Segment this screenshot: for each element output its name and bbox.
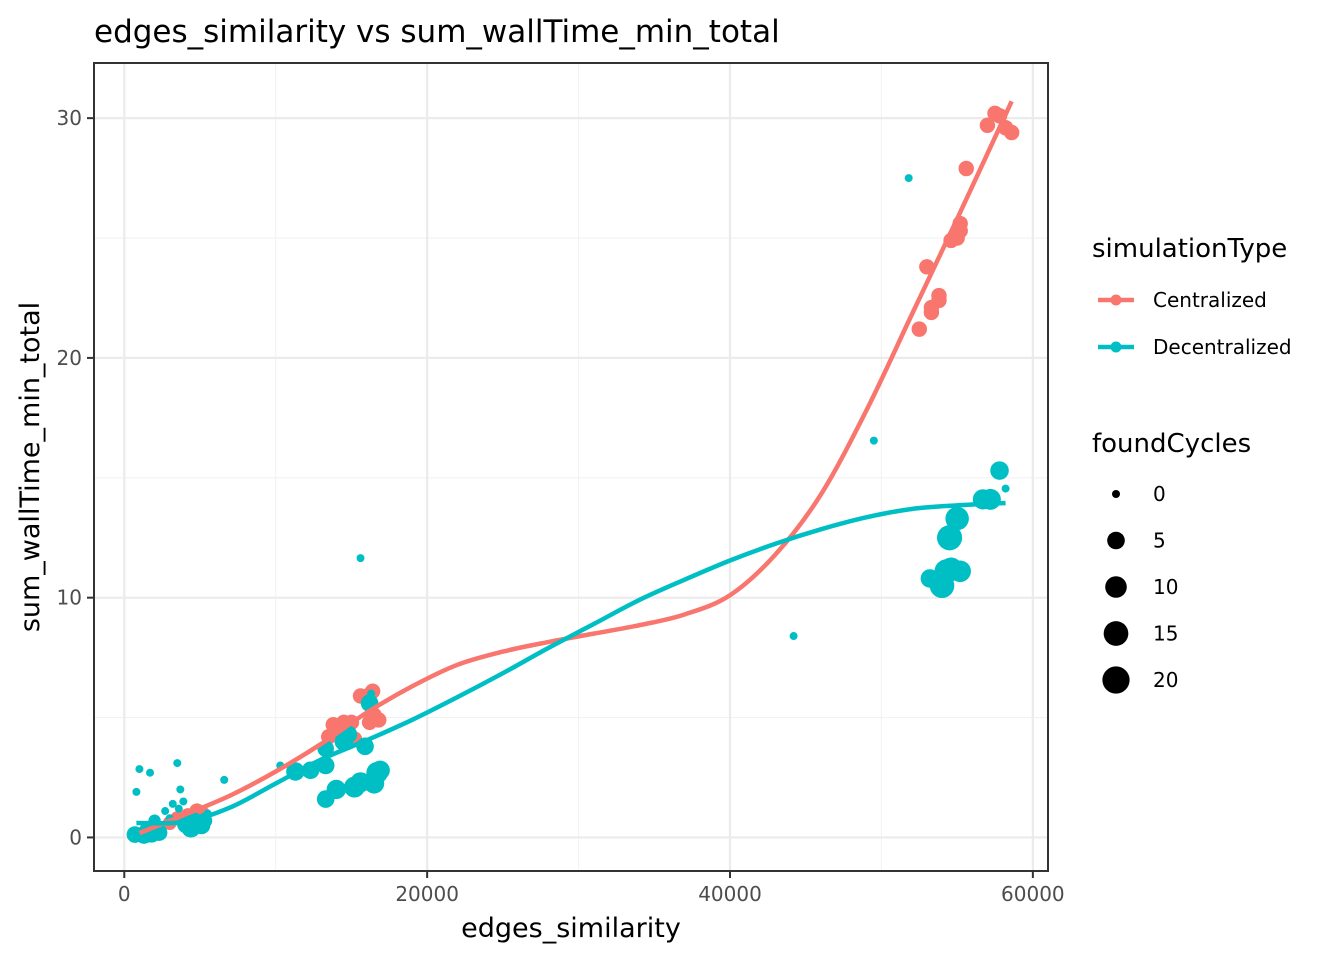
data-point-decentralized [161,807,170,816]
panel-border [93,62,1049,872]
data-point-centralized [979,117,996,134]
data-point-decentralized [173,759,182,768]
data-point-centralized [911,321,928,337]
chart-title: edges_similarity vs sum_wallTime_min_tot… [94,14,780,50]
data-point-decentralized [869,436,878,445]
data-point-decentralized [220,775,229,784]
data-point-decentralized [789,632,798,641]
data-point-centralized [952,223,968,239]
legend-label-centralized: Centralized [1153,288,1267,312]
x-tick-label: 0 [118,882,131,906]
y-axis: 0 10 20 30 [57,106,94,849]
x-tick-label: 60000 [1001,882,1065,906]
data-point-decentralized [904,174,913,183]
data-point-decentralized [356,554,365,563]
data-point-decentralized [990,461,1009,480]
data-point-centralized [931,287,947,304]
y-tick-label: 10 [57,586,82,610]
y-axis-title: sum_wallTime_min_total [15,302,46,632]
data-point-decentralized [132,787,141,796]
data-point-centralized [361,714,378,731]
legend-size-label: 15 [1153,622,1178,646]
y-tick-label: 20 [57,346,82,370]
legend-size-key [1102,666,1130,694]
legend-size-key [1105,576,1127,598]
smooth-line-centralized [138,100,1014,836]
grid-minor [94,63,1048,871]
data-point-decentralized [367,689,376,698]
data-point-decentralized [949,560,971,583]
data-point-centralized [958,160,974,177]
data-point-decentralized [176,785,185,794]
legend-size-key [1103,621,1129,646]
data-point-decentralized [179,797,188,806]
data-point-decentralized [146,768,155,777]
legend-size-label: 10 [1153,575,1178,599]
x-tick-label: 20000 [395,882,459,906]
grid-major [94,63,1048,871]
legend-key-point [1110,294,1122,306]
legend-size-key [1112,490,1120,498]
legend-size-label: 20 [1153,668,1178,692]
panel-background [94,63,1048,871]
legend-label-decentralized: Decentralized [1153,335,1292,359]
legend-simulation-type: simulationType Centralized Decentralized [1092,234,1292,359]
legend-size-key [1107,531,1125,550]
data-point-decentralized [174,804,183,813]
legend-color-title: simulationType [1092,234,1287,264]
data-point-decentralized [168,799,177,808]
legend-size-label: 5 [1153,529,1166,553]
plot-area [93,62,1049,872]
smooth-lines [136,100,1014,836]
data-point-decentralized [135,765,144,774]
x-tick-label: 40000 [698,882,762,906]
data-point-decentralized [370,760,390,780]
smooth-line-decentralized [136,500,1006,826]
y-tick-label: 0 [69,825,82,849]
data-point-decentralized [980,488,1001,510]
x-axis: 0 20000 40000 60000 [118,871,1065,906]
data-point-centralized [1003,124,1020,141]
data-point-decentralized [1001,484,1010,493]
data-point-decentralized [945,506,969,531]
legend-key-point [1110,341,1122,353]
y-tick-label: 30 [57,106,82,130]
legend-found-cycles: foundCycles 0 5 10 15 20 [1092,429,1251,694]
legend-size-label: 0 [1153,482,1166,506]
data-point-decentralized [936,525,963,551]
legend-size-title: foundCycles [1092,429,1251,459]
x-axis-title: edges_similarity [461,913,681,944]
data-point-decentralized [326,779,346,800]
